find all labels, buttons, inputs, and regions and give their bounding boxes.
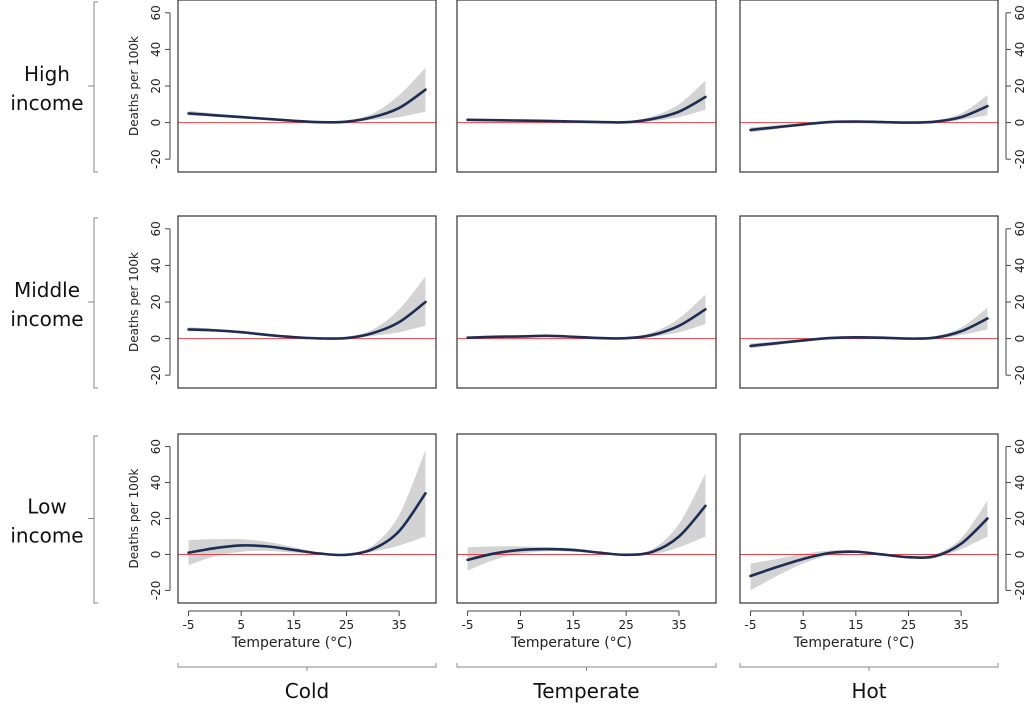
mean-curve [466,95,707,124]
panel-low-hot: -20 0 20 40 60 -5 5 15 25 35 Temperature (°C) [739,433,1024,651]
x-tick-label: 25 [339,618,354,632]
confidence-band [467,294,706,340]
y-tick-label: 40 [1013,42,1024,57]
row-label: Middle [14,278,80,302]
y-tick-label: -20 [149,149,163,169]
x-tick-label: 5 [517,618,525,632]
y-tick-label: 40 [149,258,163,273]
y-tick-label: 20 [1013,294,1024,309]
y-tick-label: 0 [1013,551,1024,559]
x-tick-label: 15 [566,618,581,632]
y-tick-label: 20 [1013,511,1024,526]
panel-frame [177,215,437,389]
panel-middle-hot: -20 0 20 40 60 [739,215,1024,389]
row-label: High [24,62,70,86]
y-tick-label: 0 [149,551,163,559]
panel-high-temperate [456,0,717,173]
row-bracket [93,1,98,173]
column-bracket [739,663,999,668]
panel-frame [739,0,999,173]
y-tick-label: 40 [1013,475,1024,490]
y-tick-label: 20 [1013,78,1024,93]
row-bracket [93,435,98,604]
y-tick-label: -20 [1013,149,1024,169]
y-tick-label: 60 [1013,439,1024,454]
y-tick-label: -20 [1013,365,1024,385]
x-tick-label: 35 [671,618,686,632]
mean-curve [466,504,707,562]
mean-curve [466,308,707,340]
row-bracket [93,217,98,389]
mean-curve [749,317,989,348]
y-tick-label: 0 [1013,335,1024,343]
y-tick-label: 20 [149,78,163,93]
x-tick-label: 15 [286,618,301,632]
column-label: Hot [851,679,886,703]
x-tick-label: 35 [954,618,969,632]
y-tick-label: 0 [149,119,163,127]
mean-curve [187,300,427,340]
panel-low-cold: -20 0 20 40 60 Deaths per 100k -5 5 15 25 35 Temper… [127,433,437,651]
column-label: Cold [285,679,329,703]
y-tick-label: 20 [149,511,163,526]
y-tick-label: -20 [1013,581,1024,601]
x-axis-label: Temperature (°C) [231,635,353,651]
y-tick-label: 60 [149,221,163,236]
y-tick-label: 60 [1013,5,1024,20]
panel-high-cold: -20 0 20 40 60 Deaths per 100k [127,0,437,173]
y-tick-label: 60 [149,5,163,20]
x-tick-label: 15 [848,618,863,632]
mean-curve [749,517,989,578]
confidence-band [188,450,426,566]
panel-frame [456,215,717,389]
column-bracket [456,663,717,668]
panel-frame [177,433,437,604]
y-tick-label: -20 [149,581,163,601]
panel-low-temperate: -5 5 15 25 35 Temperature (°C) [456,433,717,651]
mean-curve [187,88,427,124]
panel-high-hot: -20 0 20 40 60 [739,0,1024,173]
mean-curve [187,492,427,557]
x-tick-label: 35 [392,618,407,632]
confidence-band [467,80,706,124]
confidence-band [467,473,706,571]
panel-frame [456,0,717,173]
y-tick-label: 0 [1013,119,1024,127]
y-axis-label: Deaths per 100k [127,468,141,568]
y-tick-label: -20 [149,365,163,385]
mean-curve [749,104,989,132]
panel-middle-temperate [456,215,717,389]
row-label: income [10,91,83,115]
y-tick-label: 60 [149,439,163,454]
row-label: income [10,524,83,548]
y-tick-label: 20 [149,294,163,309]
x-tick-label: -5 [745,618,757,632]
panel-middle-cold: -20 0 20 40 60 Deaths per 100k [127,215,437,389]
x-axis-label: Temperature (°C) [510,635,632,651]
y-tick-label: 40 [149,475,163,490]
column-bracket [177,663,437,668]
column-label: Temperate [532,679,639,703]
panel-frame [456,433,717,604]
x-tick-label: 25 [901,618,916,632]
x-tick-label: 5 [237,618,245,632]
y-tick-label: 40 [149,42,163,57]
x-tick-label: -5 [462,618,474,632]
y-axis-label: Deaths per 100k [127,252,141,352]
panel-frame [177,0,437,173]
panel-frame [739,433,999,604]
y-tick-label: 0 [149,335,163,343]
x-tick-label: -5 [183,618,195,632]
x-tick-label: 5 [799,618,807,632]
row-label: income [10,307,83,331]
confidence-band [750,500,988,591]
y-tick-label: 60 [1013,221,1024,236]
x-axis-label: Temperature (°C) [793,635,915,651]
y-tick-label: 40 [1013,258,1024,273]
panel-frame [739,215,999,389]
x-tick-label: 25 [619,618,634,632]
row-label: Low [27,495,66,519]
y-axis-label: Deaths per 100k [127,36,141,136]
